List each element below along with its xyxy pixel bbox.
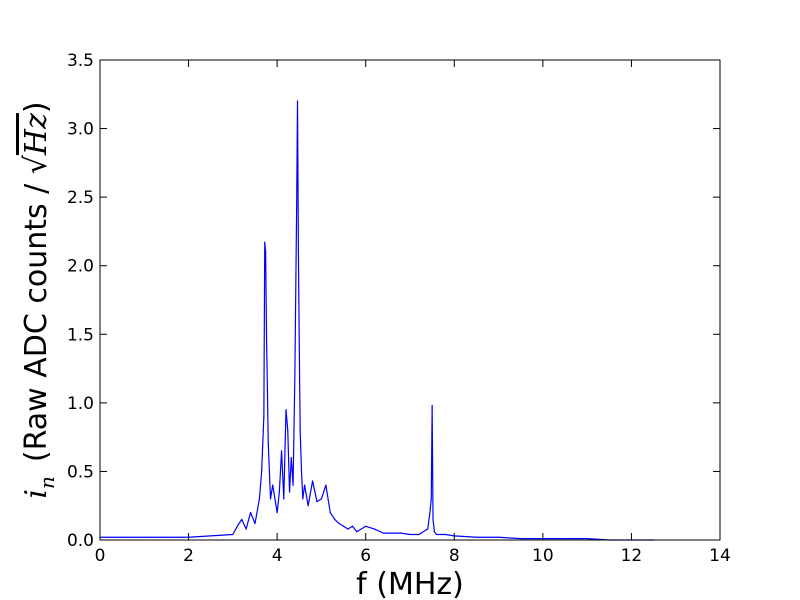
data-point [342, 525, 345, 527]
data-point [475, 536, 478, 538]
y-axis-subscript: n [35, 476, 59, 489]
data-point [210, 535, 212, 537]
data-point [429, 511, 431, 514]
x-tick-label: 4 [272, 546, 283, 566]
data-point [241, 518, 243, 521]
data-point [351, 525, 354, 527]
data-point [165, 536, 168, 538]
data-point [264, 241, 266, 243]
data-point [365, 525, 367, 527]
y-tick-label: 2.5 [67, 188, 94, 208]
data-point [334, 518, 336, 521]
y-tick-label: 0.0 [67, 531, 94, 551]
data-point [285, 409, 287, 411]
data-point [249, 511, 252, 514]
y-axis-symbol: i [19, 489, 54, 499]
y-tick-label: 2.0 [67, 257, 94, 277]
data-point [435, 533, 438, 536]
data-point [409, 533, 411, 536]
data-point [245, 528, 247, 530]
x-tick-label: 2 [183, 546, 194, 566]
x-tick-label: 8 [449, 546, 460, 566]
data-point [272, 484, 274, 486]
data-point [382, 532, 385, 534]
data-point [400, 532, 402, 534]
plot-area [100, 60, 720, 540]
data-point [391, 532, 393, 534]
data-point [316, 501, 318, 503]
data-point [338, 522, 340, 525]
data-point [121, 536, 123, 538]
data-point [290, 457, 292, 459]
data-point [296, 100, 299, 102]
y-tick-label: 0.5 [67, 462, 94, 482]
data-point [292, 484, 294, 486]
data-point [276, 511, 278, 514]
data-point [267, 443, 269, 445]
x-tick-label: 10 [532, 546, 554, 566]
data-point [258, 498, 261, 500]
data-point [307, 505, 309, 507]
data-point [497, 536, 500, 538]
data-point [232, 533, 234, 536]
axes-frame [99, 59, 721, 541]
data-point [586, 538, 588, 540]
data-point [356, 531, 358, 533]
data-point [294, 374, 296, 377]
data-point [430, 498, 432, 500]
data-point [263, 415, 265, 418]
data-point [299, 429, 301, 431]
tick-layer: 0 2 4 6 8 10 12 14 0.0 0.5 1.0 1.5 2.0 2.5 3.0 3.5 [67, 51, 731, 566]
data-point [287, 429, 289, 431]
data-point [311, 480, 314, 482]
y-tick-label: 3.0 [67, 120, 94, 140]
y-axis-units-text: (Raw ADC counts / [19, 174, 54, 462]
data-point [269, 498, 272, 500]
y-tick-label: 1.0 [67, 394, 94, 414]
data-point [265, 333, 268, 335]
x-tick-label: 14 [709, 546, 731, 566]
data-point [143, 536, 145, 538]
data-point [427, 528, 429, 530]
data-point [564, 538, 566, 540]
y-tick-label: 1.5 [67, 325, 94, 345]
data-point [297, 251, 299, 253]
y-axis-radicand: Hz [19, 113, 54, 156]
data-point [347, 528, 349, 530]
data-point [444, 533, 447, 536]
data-point [302, 498, 304, 500]
data-point [325, 484, 327, 486]
data-point [373, 528, 376, 530]
data-point [265, 251, 267, 253]
x-tick-label: 12 [621, 546, 643, 566]
y-axis-sqrt-symbol: √ [19, 154, 54, 174]
data-point [278, 491, 280, 493]
x-tick-label: 6 [360, 546, 371, 566]
data-point [431, 405, 433, 407]
data-point [432, 518, 434, 521]
data-point [283, 498, 285, 500]
y-axis-title: in (Raw ADC counts / √Hz) [19, 101, 59, 498]
data-point [520, 538, 522, 540]
y-tick-label: 3.5 [67, 51, 94, 71]
data-point [288, 491, 291, 493]
data-point [304, 484, 306, 486]
data-point [296, 207, 298, 209]
data-point [300, 470, 303, 473]
data-point [236, 525, 238, 527]
x-axis-title: f (MHz) [356, 567, 464, 600]
x-tick-label: 0 [95, 546, 106, 566]
data-point [329, 511, 331, 514]
data-point [418, 533, 420, 536]
svg-text:in(Raw ADC counts / √Hz): in (Raw ADC counts / √Hz) [19, 101, 59, 498]
data-point [280, 450, 283, 452]
data-point [254, 522, 256, 525]
series-line [100, 100, 654, 541]
data-point [320, 498, 323, 500]
y-axis-close-paren: ) [19, 101, 54, 113]
data-point [298, 347, 300, 349]
data-point [433, 531, 435, 533]
data-point [261, 470, 263, 473]
